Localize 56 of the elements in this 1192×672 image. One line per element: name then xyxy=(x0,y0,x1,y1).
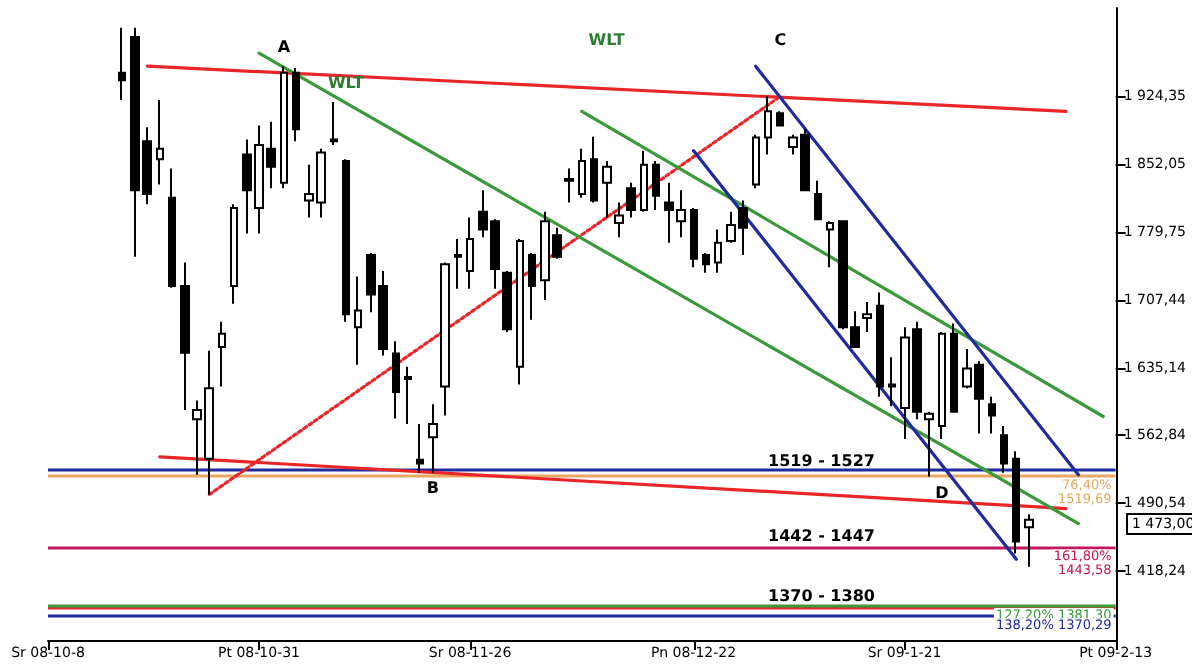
candlestick xyxy=(876,291,884,398)
candlestick xyxy=(466,216,474,290)
candlestick xyxy=(652,160,660,211)
annotation: D xyxy=(935,484,950,503)
candlestick xyxy=(230,203,238,305)
candlestick xyxy=(416,423,424,474)
annotation: WLT xyxy=(588,31,626,49)
annotation: 1442 - 1447 xyxy=(768,527,875,546)
candlestick xyxy=(1012,450,1020,555)
candlestick xyxy=(280,65,288,190)
candlestick xyxy=(590,135,598,204)
candlestick xyxy=(640,149,648,213)
candlestick xyxy=(218,320,226,388)
candlestick xyxy=(516,238,524,386)
candlestick xyxy=(528,252,536,321)
candlestick xyxy=(938,330,946,441)
candlestick xyxy=(342,158,350,323)
candlestick xyxy=(862,300,872,333)
candlestick xyxy=(354,275,362,366)
annotation: A xyxy=(277,37,292,56)
candlestick xyxy=(502,269,512,333)
candlestick xyxy=(814,179,822,221)
candlestick xyxy=(888,356,896,408)
candlestick xyxy=(764,95,772,156)
candlestick xyxy=(714,228,722,274)
annotation: C xyxy=(774,31,787,49)
annotation: 1519 - 1527 xyxy=(768,452,875,471)
candlestick xyxy=(118,26,126,102)
candlestick xyxy=(292,67,300,143)
candlestick xyxy=(454,238,462,290)
candlestick xyxy=(180,261,190,411)
candlestick xyxy=(168,167,176,289)
candlestick xyxy=(950,322,958,413)
candlestick xyxy=(752,133,760,190)
annotation: WLT xyxy=(327,73,366,92)
candlestick xyxy=(1024,513,1034,568)
candlestick xyxy=(564,167,574,204)
candlestick xyxy=(690,207,698,269)
annotation: 1370 - 1380 xyxy=(768,587,876,606)
candlestick xyxy=(428,403,438,474)
candlestick xyxy=(392,340,400,420)
candlestick xyxy=(614,201,624,239)
candlestick xyxy=(602,160,612,219)
candlestick xyxy=(924,410,934,478)
annotation: B xyxy=(426,479,439,498)
candlestick xyxy=(156,99,164,186)
candlestick xyxy=(626,181,636,219)
candlestick xyxy=(404,365,412,426)
candlestick xyxy=(578,147,586,199)
candlestick xyxy=(776,110,784,127)
candlestick xyxy=(988,395,996,435)
candlestick xyxy=(330,100,338,147)
candlestick xyxy=(440,261,450,417)
candlestick xyxy=(826,220,834,269)
candlestick xyxy=(702,252,710,274)
candlestick xyxy=(1000,424,1008,474)
